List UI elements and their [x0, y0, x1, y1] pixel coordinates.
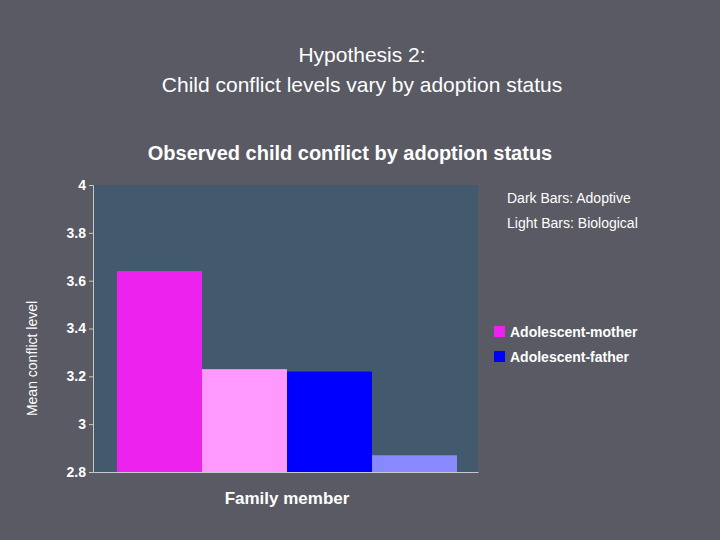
y-tick-mark: [89, 472, 93, 473]
bar: [117, 271, 202, 472]
y-tick-label: 3.4: [67, 320, 87, 336]
x-axis: [94, 472, 479, 473]
bar: [372, 455, 457, 472]
legend-swatch: [494, 351, 505, 362]
background: [0, 0, 720, 540]
y-axis-line: [89, 186, 94, 473]
y-tick: 3.2: [67, 368, 93, 384]
y-tick-label: 3.6: [67, 273, 87, 289]
y-axis: 2.8 3 3.2 3.4 3.6 3.8 4: [67, 177, 94, 480]
y-tick: 3.4: [67, 320, 93, 336]
bars: [117, 271, 457, 472]
bar: [202, 369, 287, 472]
y-tick: 2.8: [67, 464, 93, 480]
slide-heading: Hypothesis 2:: [298, 43, 425, 66]
y-tick-mark: [89, 233, 93, 234]
slide-heading: Child conflict levels vary by adoption s…: [162, 73, 562, 96]
y-tick-label: 3.8: [67, 225, 87, 241]
y-tick: 3: [78, 416, 93, 432]
y-tick: 3.6: [67, 273, 93, 289]
y-tick-label: 3.2: [67, 368, 87, 384]
y-tick: 4: [78, 177, 93, 193]
annotation: Light Bars: Biological: [507, 215, 638, 231]
y-tick-mark: [89, 376, 93, 377]
legend-label: Adolescent-mother: [510, 324, 638, 340]
y-tick-mark: [89, 185, 93, 186]
chart-title: Observed child conflict by adoption stat…: [148, 142, 553, 164]
y-tick-mark: [89, 424, 93, 425]
legend-swatch: [494, 326, 505, 337]
annotation: Dark Bars: Adoptive: [507, 190, 631, 206]
slide: Hypothesis 2: Child conflict levels vary …: [0, 0, 720, 540]
bar: [287, 372, 372, 472]
legend-label: Adolescent-father: [510, 349, 630, 365]
legend: Adolescent-mother Adolescent-father: [494, 324, 638, 365]
y-tick: 3.8: [67, 225, 93, 241]
x-axis-title: Family member: [225, 489, 350, 508]
y-tick-mark: [89, 329, 93, 330]
y-tick-label: 2.8: [67, 464, 87, 480]
x-axis-line: [94, 472, 479, 473]
plot-area: [93, 185, 478, 472]
y-tick-mark: [89, 281, 93, 282]
y-tick-label: 4: [78, 177, 86, 193]
y-axis-title: Mean conflict level: [24, 301, 40, 416]
y-tick-label: 3: [78, 416, 86, 432]
